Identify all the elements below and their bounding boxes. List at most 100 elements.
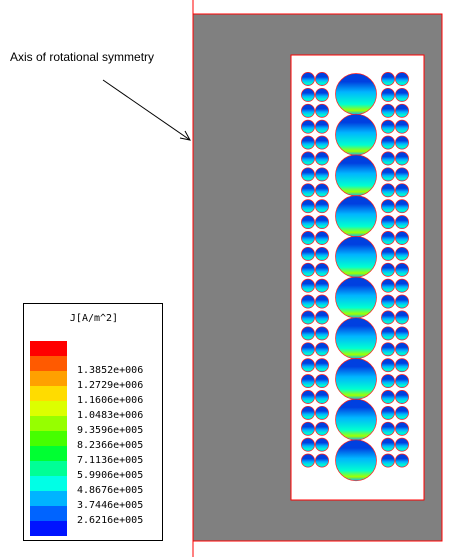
conductor-small	[381, 135, 395, 150]
conductor-large	[335, 398, 377, 441]
conductor-small	[381, 405, 395, 420]
conductor-small	[395, 119, 409, 134]
conductor-small	[381, 294, 395, 309]
conductor-small	[381, 151, 395, 166]
conductor-small	[395, 72, 409, 86]
conductor-small	[381, 183, 395, 198]
legend-row: 9.3596e+005	[30, 416, 160, 436]
conductor-small	[395, 421, 409, 436]
conductor-large	[335, 358, 377, 400]
conductor-small	[301, 151, 315, 166]
legend-swatch	[30, 446, 67, 461]
conductor-small	[395, 87, 409, 102]
conductor-small	[315, 310, 329, 325]
conductor-small	[381, 437, 395, 452]
conductor-small	[315, 135, 329, 150]
legend-label: 4.8676e+005	[77, 485, 144, 496]
conductor-small	[381, 390, 395, 404]
conductor-small	[301, 215, 315, 230]
conductor-small	[395, 215, 409, 230]
conductor-small	[395, 199, 409, 214]
legend-row: 4.8676e+005	[30, 476, 160, 496]
legend-row: 5.9906e+005	[30, 461, 160, 481]
conductor-large	[335, 154, 377, 197]
conductor-small	[301, 421, 315, 436]
conductor-small	[395, 135, 409, 150]
legend-label: 3.7446e+005	[77, 500, 144, 511]
conductor-small	[315, 326, 329, 341]
conductor-large	[335, 73, 377, 115]
conductor-small	[395, 437, 409, 452]
conductor-small	[301, 87, 315, 102]
legend-label: 5.9906e+005	[77, 470, 144, 481]
legend-row	[30, 341, 160, 356]
conductor-small	[395, 453, 409, 468]
conductor-small	[315, 390, 329, 404]
conductor-small	[315, 246, 329, 261]
conductor-small	[395, 358, 409, 373]
conductor-small	[315, 294, 329, 309]
conductor-small	[381, 310, 395, 325]
conductor-small	[381, 246, 395, 261]
conductor-large	[335, 317, 377, 360]
conductor-large	[335, 276, 377, 319]
conductor-small	[315, 72, 329, 86]
conductor-small	[301, 183, 315, 198]
conductor-small	[381, 374, 395, 389]
conductor-small	[381, 199, 395, 214]
conductor-small	[315, 421, 329, 436]
current-density-legend: J[A/m^2] 1.3852e+006 1.2729e+006 1.1606e+0…	[23, 303, 163, 541]
conductor-small	[301, 72, 315, 86]
conductor-large	[335, 113, 377, 156]
conductor-small	[395, 294, 409, 309]
conductor-small	[315, 358, 329, 373]
conductor-small	[395, 103, 409, 118]
conductor-small	[315, 405, 329, 420]
conductor-small	[395, 262, 409, 277]
legend-swatch	[30, 356, 67, 371]
legend-row: 7.1136e+005	[30, 446, 160, 466]
conductor-small	[301, 453, 315, 468]
legend-label: 9.3596e+005	[77, 425, 144, 436]
conductor-small	[395, 310, 409, 325]
conductor-large	[335, 235, 377, 278]
conductor-small	[315, 167, 329, 182]
conductor-small	[381, 167, 395, 182]
conductor-small	[301, 135, 315, 150]
conductor-small	[315, 119, 329, 134]
conductor-small	[301, 119, 315, 134]
legend-label: 1.2729e+006	[77, 380, 144, 391]
conductor-small	[381, 87, 395, 102]
conductor-small	[395, 374, 409, 389]
conductor-small	[315, 215, 329, 230]
legend-swatch	[30, 491, 67, 506]
conductor-small	[315, 342, 329, 357]
conductor-large	[335, 195, 377, 237]
conductor-small	[315, 151, 329, 166]
conductor-small	[395, 326, 409, 341]
legend-label: 1.1606e+006	[77, 395, 144, 406]
conductor-small	[301, 310, 315, 325]
conductor-small	[315, 278, 329, 293]
conductor-small	[301, 199, 315, 214]
legend-swatch	[30, 341, 67, 356]
conductor-small	[301, 231, 315, 245]
legend-title: J[A/m^2]	[69, 313, 119, 324]
conductor-small	[301, 246, 315, 261]
conductor-small	[301, 103, 315, 118]
conductor-small	[381, 358, 395, 373]
conductor-small	[395, 151, 409, 166]
annotation-arrowhead	[179, 130, 191, 141]
legend-swatch	[30, 401, 67, 416]
conductor-small	[315, 262, 329, 277]
conductor-small	[395, 167, 409, 182]
conductor-small	[381, 262, 395, 277]
legend-row: 1.2729e+006	[30, 371, 160, 391]
legend-row: 3.7446e+005	[30, 491, 160, 511]
conductor-small	[301, 374, 315, 389]
conductor-small	[395, 342, 409, 357]
conductor-small	[381, 231, 395, 245]
conductor-small	[381, 215, 395, 230]
legend-label: 2.6216e+005	[77, 515, 144, 526]
